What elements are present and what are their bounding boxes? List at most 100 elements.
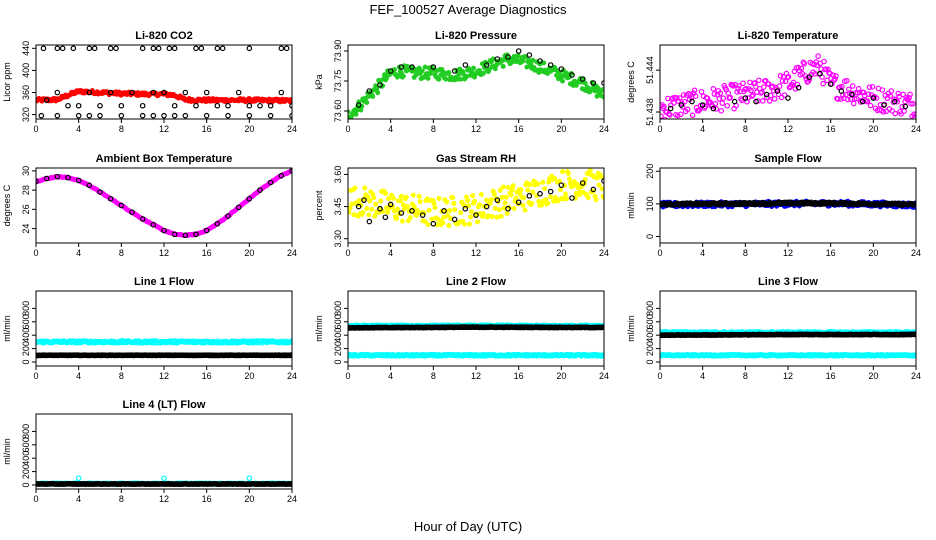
panel-ylabel: ml/min (314, 315, 324, 342)
data-point (880, 109, 887, 115)
data-point (525, 187, 531, 193)
data-point (411, 204, 417, 210)
data-point (559, 78, 565, 84)
data-point (193, 45, 199, 52)
data-point (527, 182, 533, 188)
data-point (472, 198, 478, 204)
data-point (441, 208, 447, 214)
data-point (867, 102, 874, 109)
data-point (214, 102, 221, 109)
panel-title: Li-820 Temperature (738, 30, 839, 42)
data-point (661, 103, 667, 110)
x-tick-label: 0 (657, 124, 662, 134)
data-point (150, 89, 157, 96)
data-point (908, 100, 914, 107)
y-tick-label: 51.438 (645, 98, 655, 126)
data-point (771, 95, 778, 102)
data-point (375, 90, 381, 96)
series-1 (348, 351, 604, 359)
data-point (502, 200, 508, 206)
data-point (430, 64, 437, 70)
data-point (436, 76, 442, 82)
y-tick-label: 320 (21, 107, 31, 122)
data-point (794, 81, 801, 88)
data-point (198, 45, 205, 52)
data-point (86, 182, 93, 189)
data-point (835, 96, 841, 102)
data-point (740, 80, 746, 87)
data-point (171, 102, 178, 109)
data-point (366, 88, 373, 94)
data-point (742, 95, 749, 101)
data-point (676, 95, 683, 101)
data-point (558, 187, 564, 193)
data-point (860, 89, 867, 96)
y-tick-label: 800 (333, 301, 343, 316)
data-point (373, 201, 379, 207)
y-tick-label: 100 (645, 196, 655, 211)
data-point (894, 98, 901, 105)
data-point (689, 112, 696, 119)
data-point (505, 184, 511, 190)
data-point (422, 64, 428, 70)
data-point (895, 90, 902, 97)
data-point (410, 192, 416, 198)
panel-title: Sample Flow (754, 153, 822, 165)
data-point (470, 193, 476, 199)
data-point (677, 111, 684, 118)
data-point (203, 112, 210, 119)
data-point (398, 193, 404, 199)
data-point (407, 215, 413, 221)
panel-points (660, 328, 916, 359)
panel-title: Li-820 CO2 (135, 30, 192, 42)
data-point (681, 98, 688, 105)
data-point (366, 212, 372, 218)
data-point (419, 68, 425, 74)
data-point (54, 173, 61, 180)
data-point (430, 220, 437, 227)
x-tick-label: 4 (388, 124, 393, 134)
y-tick-label: 0 (21, 482, 31, 487)
x-tick-label: 20 (868, 124, 878, 134)
data-point (511, 206, 517, 212)
data-point (662, 116, 668, 119)
data-point (404, 204, 410, 210)
x-tick-label: 12 (159, 248, 169, 258)
data-point (390, 195, 396, 201)
panel-title: Line 1 Flow (134, 276, 194, 288)
x-tick-label: 12 (783, 248, 793, 258)
data-point (36, 178, 39, 185)
data-point (587, 168, 593, 173)
data-point (689, 98, 695, 105)
data-point (171, 231, 178, 238)
data-point (590, 186, 597, 193)
data-point (445, 213, 451, 219)
series-2 (36, 168, 292, 239)
data-point (760, 84, 767, 90)
data-point (766, 98, 773, 104)
data-point (171, 45, 178, 52)
data-point (383, 191, 389, 197)
data-point (370, 93, 376, 99)
data-point (569, 72, 575, 78)
data-point (118, 202, 125, 209)
panel-ylabel: ml/min (626, 315, 636, 342)
data-point (869, 84, 876, 90)
x-tick-label: 20 (868, 371, 878, 381)
data-point (456, 71, 462, 77)
data-point (494, 197, 501, 203)
data-point (235, 204, 242, 211)
data-point (214, 220, 221, 227)
data-point (348, 205, 353, 211)
data-point (781, 92, 788, 98)
data-point (759, 89, 765, 95)
x-tick-label: 20 (556, 124, 566, 134)
x-tick-label: 20 (556, 248, 566, 258)
data-point (537, 58, 543, 64)
data-point (452, 207, 458, 213)
data-point (806, 74, 813, 80)
data-point (369, 206, 375, 212)
